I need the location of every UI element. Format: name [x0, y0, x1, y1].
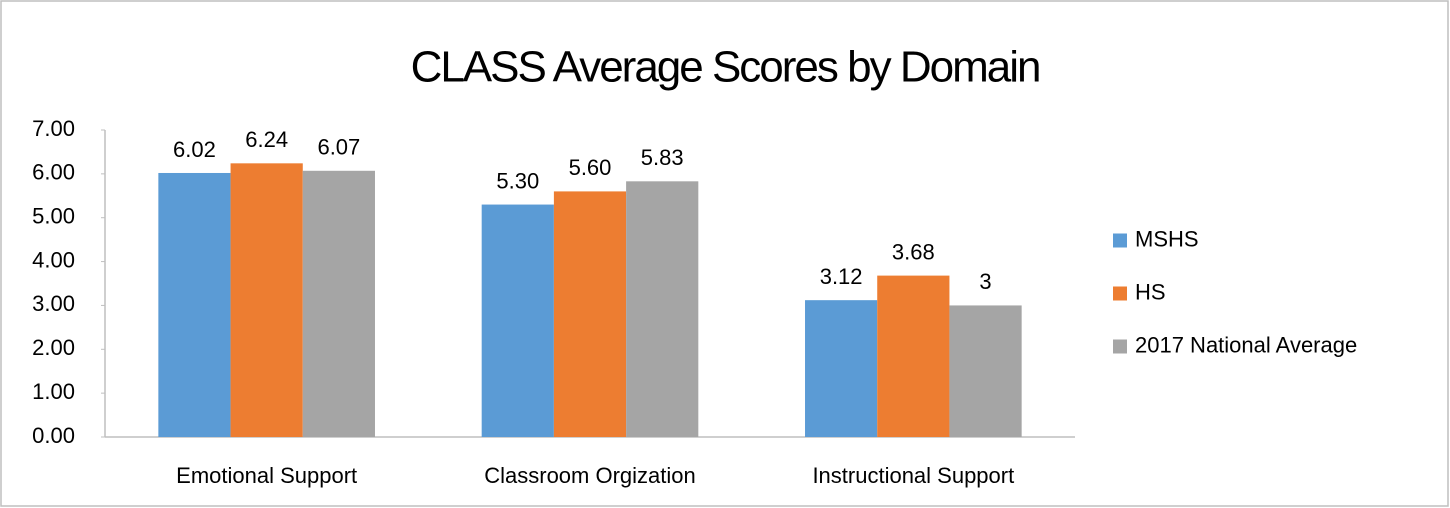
chart-title: CLASS Average Scores by Domain [411, 43, 1040, 92]
data-label: 5.30 [496, 168, 539, 193]
y-tick-label: 5.00 [32, 204, 75, 229]
bar [302, 170, 375, 437]
legend-swatch [1113, 286, 1127, 301]
x-tick-label: Classroom Orgization [484, 463, 696, 488]
y-tick-label: 1.00 [32, 379, 75, 404]
bar [481, 204, 554, 437]
data-label: 5.60 [569, 155, 612, 180]
data-label: 6.24 [245, 127, 288, 152]
y-tick-label: 6.00 [32, 160, 75, 185]
legend-label: 2017 National Average [1135, 332, 1357, 357]
data-label: 3.12 [820, 264, 863, 289]
bar [626, 181, 699, 437]
data-label: 3 [979, 269, 991, 294]
y-tick-label: 7.00 [32, 116, 75, 141]
bar [805, 300, 878, 437]
bar [949, 305, 1022, 437]
x-tick-label: Emotional Support [176, 463, 357, 488]
x-tick-label: Instructional Support [812, 463, 1014, 488]
y-tick-label: 4.00 [32, 247, 75, 272]
data-label: 6.02 [173, 137, 216, 162]
legend-swatch [1113, 339, 1127, 354]
y-tick-label: 3.00 [32, 291, 75, 316]
legend-swatch [1113, 233, 1127, 248]
bar [877, 275, 950, 437]
data-label: 6.07 [317, 135, 360, 160]
y-tick-label: 2.00 [32, 335, 75, 360]
data-label: 5.83 [641, 145, 684, 170]
legend-label: HS [1135, 279, 1166, 304]
bar [553, 191, 627, 437]
y-tick-label: 0.00 [32, 423, 75, 448]
data-label: 3.68 [892, 239, 935, 264]
bar [230, 163, 303, 437]
legend-label: MSHS [1135, 226, 1199, 251]
bar [158, 172, 231, 438]
